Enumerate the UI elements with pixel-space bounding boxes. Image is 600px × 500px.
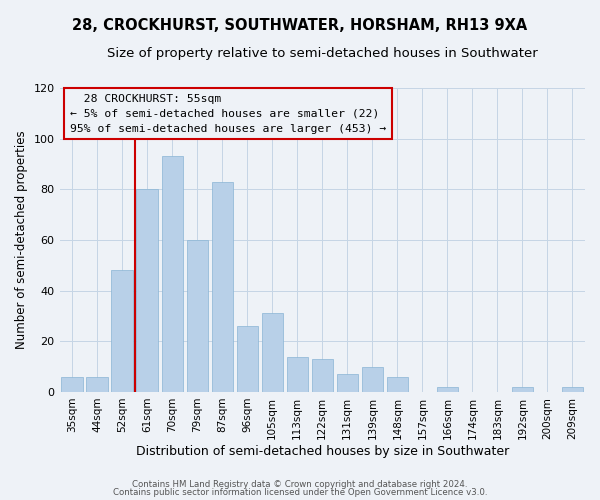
- Bar: [262, 314, 283, 392]
- Bar: [562, 387, 583, 392]
- Text: Contains HM Land Registry data © Crown copyright and database right 2024.: Contains HM Land Registry data © Crown c…: [132, 480, 468, 489]
- Text: 28 CROCKHURST: 55sqm
← 5% of semi-detached houses are smaller (22)
95% of semi-d: 28 CROCKHURST: 55sqm ← 5% of semi-detach…: [70, 94, 386, 134]
- Y-axis label: Number of semi-detached properties: Number of semi-detached properties: [15, 130, 28, 350]
- Bar: [512, 387, 533, 392]
- Bar: [387, 377, 408, 392]
- Bar: [311, 359, 333, 392]
- Text: 28, CROCKHURST, SOUTHWATER, HORSHAM, RH13 9XA: 28, CROCKHURST, SOUTHWATER, HORSHAM, RH1…: [73, 18, 527, 32]
- Bar: [437, 387, 458, 392]
- Bar: [337, 374, 358, 392]
- Bar: [187, 240, 208, 392]
- Bar: [287, 356, 308, 392]
- X-axis label: Distribution of semi-detached houses by size in Southwater: Distribution of semi-detached houses by …: [136, 444, 509, 458]
- Bar: [236, 326, 258, 392]
- Text: Contains public sector information licensed under the Open Government Licence v3: Contains public sector information licen…: [113, 488, 487, 497]
- Title: Size of property relative to semi-detached houses in Southwater: Size of property relative to semi-detach…: [107, 48, 538, 60]
- Bar: [136, 190, 158, 392]
- Bar: [61, 377, 83, 392]
- Bar: [86, 377, 108, 392]
- Bar: [212, 182, 233, 392]
- Bar: [161, 156, 183, 392]
- Bar: [112, 270, 133, 392]
- Bar: [362, 366, 383, 392]
